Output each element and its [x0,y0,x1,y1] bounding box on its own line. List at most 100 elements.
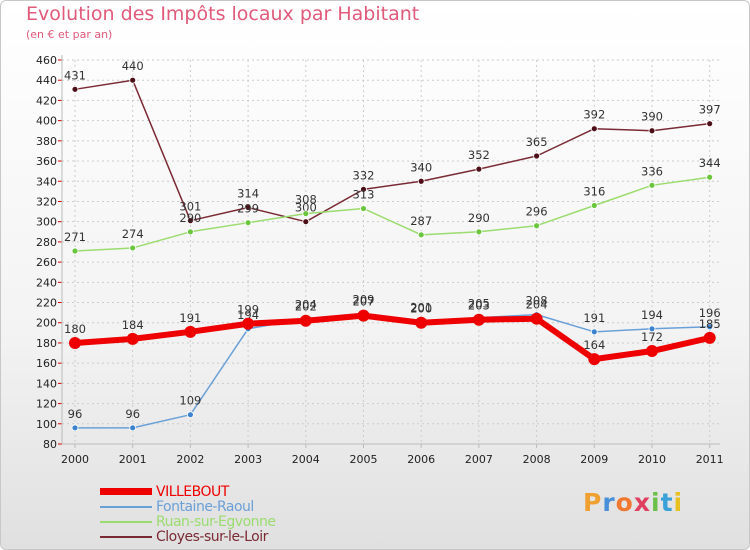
y-tick-label: 120 [36,398,57,411]
legend-label: Fontaine-Raoul [156,498,254,515]
x-tick-label: 2002 [176,453,204,466]
data-point-cloyes-sur-le-loir [533,152,540,160]
data-label-ruan-sur-egvonne: 316 [583,185,605,199]
data-point-villebout [530,312,543,325]
data-label-fontaine-raoul: 96 [125,407,140,421]
y-tick-label: 260 [36,256,57,269]
data-label-ruan-sur-egvonne: 313 [353,188,375,202]
data-label-ruan-sur-egvonne: 271 [64,230,86,244]
y-tick-label: 200 [36,317,57,330]
data-label-cloyes-sur-le-loir: 314 [237,187,259,201]
data-point-villebout [242,317,255,330]
y-tick-label: 300 [36,216,57,229]
data-label-villebout: 191 [179,311,201,325]
data-label-fontaine-raoul: 191 [583,311,605,325]
data-label-ruan-sur-egvonne: 290 [468,211,490,225]
data-point-ruan-sur-egvonne [360,205,367,212]
data-point-villebout [299,314,312,327]
data-point-cloyes-sur-le-loir [302,218,310,226]
data-label-cloyes-sur-le-loir: 392 [583,108,605,122]
data-point-villebout [126,332,139,345]
data-point-villebout [357,309,370,322]
data-label-villebout: 200 [410,302,432,316]
x-tick-label: 2006 [407,453,435,466]
legend-swatch [100,505,152,508]
data-point-ruan-sur-egvonne [648,181,656,189]
data-point-cloyes-sur-le-loir [244,204,252,211]
data-label-cloyes-sur-le-loir: 352 [468,148,490,162]
y-tick-label: 400 [36,115,57,128]
data-point-villebout [703,331,716,344]
data-label-fontaine-raoul: 109 [179,394,201,408]
y-tick-label: 180 [36,337,57,350]
data-point-ruan-sur-egvonne [706,173,714,181]
data-label-fontaine-raoul: 201 [410,301,432,315]
data-label-villebout: 185 [699,317,721,331]
data-point-ruan-sur-egvonne [186,228,194,236]
y-tick-label: 160 [36,357,57,370]
data-label-fontaine-raoul: 208 [526,294,548,308]
data-label-cloyes-sur-le-loir: 397 [699,103,721,117]
data-label-cloyes-sur-le-loir: 390 [641,110,663,124]
x-tick-label: 2010 [638,453,666,466]
data-label-fontaine-raoul: 194 [641,308,663,322]
data-label-ruan-sur-egvonne: 287 [410,214,432,228]
y-tick-label: 280 [36,236,57,249]
data-point-cloyes-sur-le-loir [417,177,425,185]
x-tick-label: 2008 [523,453,551,466]
data-point-ruan-sur-egvonne [71,247,79,255]
legend-swatch [100,535,152,538]
data-label-fontaine-raoul: 194 [237,308,259,322]
x-tick-label: 2003 [234,453,262,466]
data-label-villebout: 180 [64,322,86,336]
y-tick-label: 320 [36,195,57,208]
y-tick-label: 380 [36,135,57,148]
data-point-villebout [69,336,81,349]
data-label-ruan-sur-egvonne: 336 [641,164,663,178]
legend-item-fontaine-raoul: Fontaine-Raoul [100,498,276,515]
x-tick-label: 2009 [580,453,608,466]
data-label-cloyes-sur-le-loir: 431 [64,68,86,82]
data-label-ruan-sur-egvonne: 308 [295,193,317,207]
data-label-villebout: 204 [526,298,548,312]
data-point-fontaine-raoul [186,411,194,419]
series-line-cloyes-sur-le-loir [74,79,711,223]
data-point-villebout [472,313,485,326]
legend-swatch [100,520,152,523]
legend-item-ruan-sur-egvonne: Ruan-sur-Egvonne [100,513,276,530]
series-line-ruan-sur-egvonne [74,176,711,252]
data-point-villebout [646,345,658,358]
data-point-fontaine-raoul [706,323,714,331]
data-point-villebout [415,316,428,329]
data-label-cloyes-sur-le-loir: 300 [295,201,317,215]
x-tick-label: 2001 [119,453,147,466]
data-label-villebout: 207 [353,295,375,309]
data-point-ruan-sur-egvonne [129,244,137,252]
data-point-cloyes-sur-le-loir [129,76,137,84]
x-tick-label: 2007 [465,453,493,466]
data-label-ruan-sur-egvonne: 290 [179,211,201,225]
data-point-villebout [184,325,197,338]
legend-label: Cloyes-sur-le-Loir [156,528,268,545]
data-label-villebout: 184 [122,318,144,332]
data-label-cloyes-sur-le-loir: 340 [410,160,432,174]
data-point-cloyes-sur-le-loir [360,185,367,193]
legend: VILLEBOUT Fontaine-Raoul Ruan-sur-Egvonne C… [100,484,276,545]
data-point-ruan-sur-egvonne [244,219,252,227]
data-label-fontaine-raoul: 196 [699,306,721,320]
x-tick-label: 2000 [61,453,89,466]
y-tick-label: 420 [36,94,57,107]
x-tick-label: 2011 [696,453,724,466]
y-tick-label: 220 [36,297,57,310]
data-point-ruan-sur-egvonne [475,228,483,236]
series-line-fontaine-raoul [74,312,711,429]
data-point-cloyes-sur-le-loir [71,85,79,93]
data-label-villebout: 164 [583,338,605,352]
data-label-ruan-sur-egvonne: 296 [526,205,548,219]
y-tick-label: 140 [36,377,57,390]
legend-label: Ruan-sur-Egvonne [156,513,276,530]
data-point-fontaine-raoul [129,424,137,432]
data-point-ruan-sur-egvonne [417,231,425,239]
data-label-cloyes-sur-le-loir: 301 [179,200,201,214]
data-label-villebout: 172 [641,330,663,344]
